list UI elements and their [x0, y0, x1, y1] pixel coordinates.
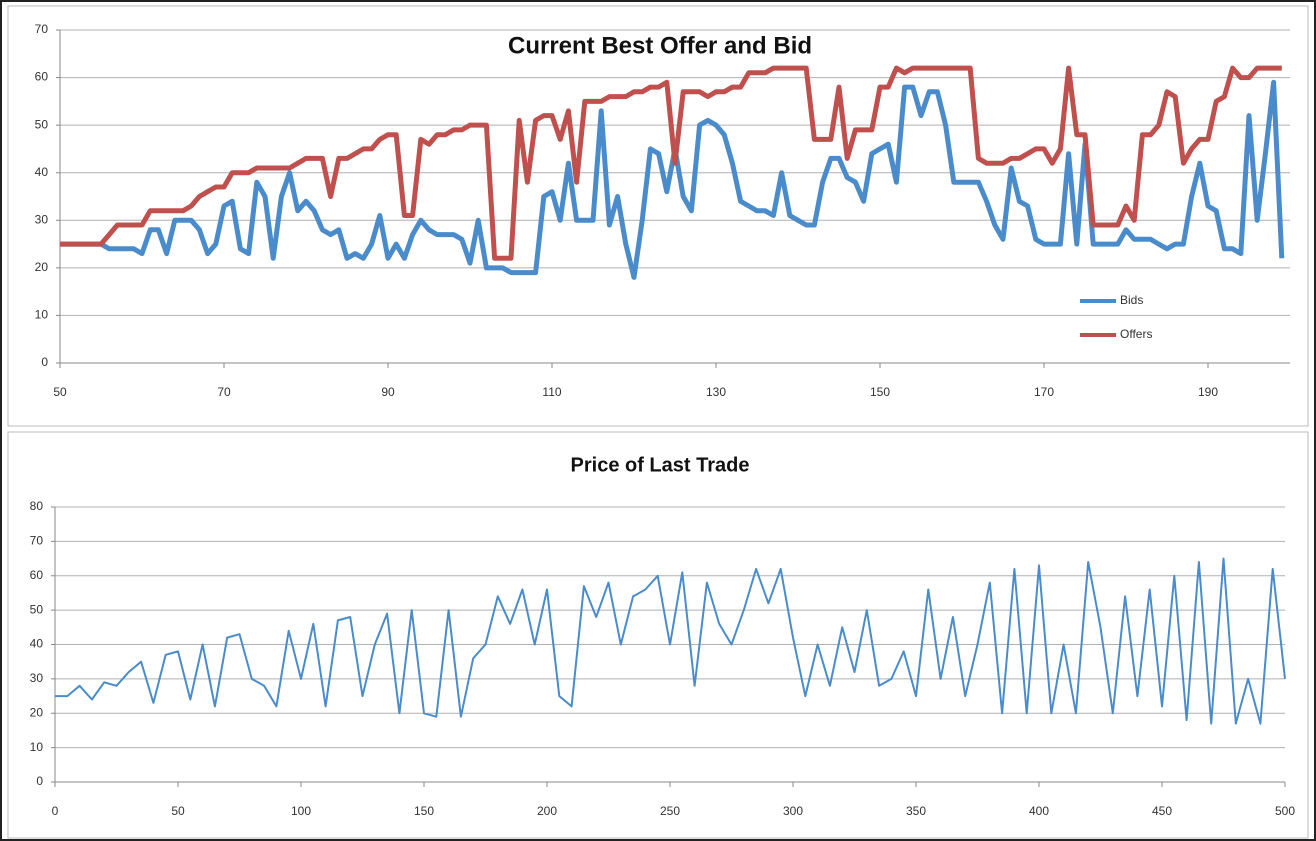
y-tick-label: 30: [35, 212, 49, 226]
x-tick-label: 400: [1029, 804, 1049, 818]
legend-label: Bids: [1120, 293, 1143, 307]
x-tick-label: 500: [1275, 804, 1295, 818]
y-tick-label: 0: [36, 774, 43, 788]
data-line: [55, 557, 1286, 725]
x-tick-label: 50: [171, 804, 185, 818]
data-line: [60, 65, 1282, 261]
chart-title: Price of Last Trade: [571, 454, 750, 476]
chart-title: Current Best Offer and Bid: [508, 32, 812, 59]
x-tick-label: 70: [217, 385, 231, 399]
panel-top: [7, 5, 1309, 427]
x-tick-label: 450: [1152, 804, 1172, 818]
y-tick-label: 70: [35, 22, 49, 36]
x-tick-label: 50: [53, 385, 67, 399]
y-tick-label: 10: [30, 740, 44, 754]
y-tick-label: 10: [35, 308, 49, 322]
x-tick-label: 200: [537, 804, 557, 818]
y-tick-label: 0: [41, 355, 48, 369]
y-tick-label: 80: [30, 499, 44, 513]
y-tick-label: 60: [35, 70, 49, 84]
x-tick-label: 300: [783, 804, 803, 818]
y-tick-label: 40: [35, 165, 49, 179]
y-tick-label: 70: [30, 534, 44, 548]
y-tick-label: 20: [35, 260, 49, 274]
x-tick-label: 170: [1034, 385, 1054, 399]
x-tick-label: 90: [381, 385, 395, 399]
y-tick-label: 30: [30, 671, 44, 685]
x-tick-label: 110: [542, 385, 561, 399]
y-tick-label: 20: [30, 705, 44, 719]
x-tick-label: 130: [706, 385, 726, 399]
x-tick-label: 100: [291, 804, 311, 818]
x-tick-label: 150: [870, 385, 890, 399]
x-tick-label: 150: [414, 804, 434, 818]
y-tick-label: 60: [30, 568, 44, 582]
x-tick-label: 0: [52, 804, 59, 818]
x-tick-label: 190: [1198, 385, 1218, 399]
y-tick-label: 40: [30, 637, 44, 651]
y-tick-label: 50: [30, 602, 44, 616]
legend-label: Offers: [1120, 327, 1152, 341]
x-tick-label: 350: [906, 804, 926, 818]
data-line: [60, 79, 1285, 280]
y-tick-label: 50: [35, 117, 49, 131]
panel-bottom: [7, 431, 1309, 839]
x-tick-label: 250: [660, 804, 680, 818]
